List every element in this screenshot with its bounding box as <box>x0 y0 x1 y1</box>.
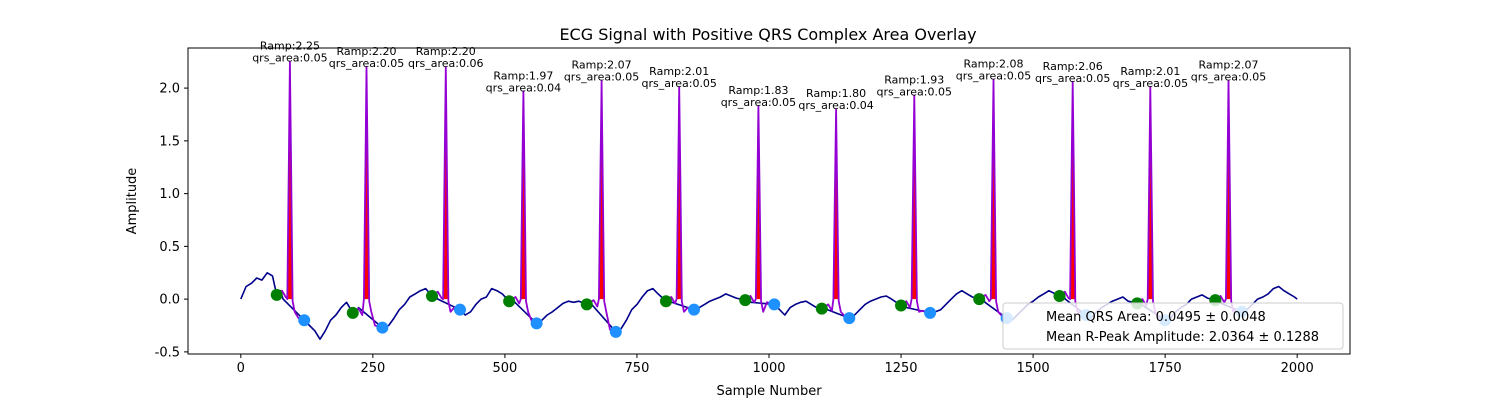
qrs-offset-marker <box>609 325 622 338</box>
qrs-onset-marker <box>503 295 516 308</box>
rpeak-amplitude-label: Ramp:2.01 <box>1120 65 1180 78</box>
rpeak-amplitude-label: Ramp:1.93 <box>884 73 944 86</box>
qrs-onset-marker <box>1053 289 1066 302</box>
rpeak-amplitude-label: Ramp:2.01 <box>649 65 709 78</box>
rpeak-amplitude-label: Ramp:1.80 <box>806 87 866 100</box>
qrs-offset-marker <box>924 306 937 319</box>
x-tick-label: 1000 <box>752 361 785 376</box>
qrs-area-label: qrs_area:0.05 <box>252 52 327 65</box>
qrs-area-label: qrs_area:0.05 <box>564 71 639 84</box>
qrs-segment-line <box>586 79 617 333</box>
legend-box <box>1002 302 1344 350</box>
plot-area: Ramp:2.25qrs_area:0.05Ramp:2.20qrs_area:… <box>240 40 1298 340</box>
qrs-offset-marker <box>376 321 389 334</box>
y-tick-label: 2.0 <box>159 82 180 97</box>
qrs-offset-marker <box>454 303 467 316</box>
y-tick-label: 0.5 <box>159 240 180 255</box>
qrs-onset-marker <box>895 299 908 312</box>
qrs-onset-marker <box>580 298 593 311</box>
qrs-area-label: qrs_area:0.05 <box>641 77 716 90</box>
qrs-area-label: qrs_area:0.05 <box>956 70 1031 83</box>
rpeak-amplitude-label: Ramp:2.06 <box>1043 60 1103 73</box>
qrs-segment-line <box>900 94 931 314</box>
qrs-onset-marker <box>346 306 359 319</box>
x-tick-label: 1500 <box>1017 361 1050 376</box>
rpeak-amplitude-label: Ramp:1.97 <box>493 69 553 82</box>
annotation-layer: Ramp:2.25qrs_area:0.05Ramp:2.20qrs_area:… <box>252 40 1266 112</box>
qrs-area-label: qrs_area:0.05 <box>1113 77 1188 90</box>
qrs-onset-marker <box>973 293 986 306</box>
qrs-segment-line <box>821 108 850 319</box>
x-tick-label: 2000 <box>1281 361 1314 376</box>
legend-entry-rpeak-amplitude: Mean R-Peak Amplitude: 2.0364 ± 0.1288 <box>1046 330 1319 345</box>
legend: Mean QRS Area: 0.0495 ± 0.0048 Mean R-Pe… <box>1002 302 1344 350</box>
qrs-segment-line <box>744 105 775 313</box>
y-tick-label: 1.5 <box>159 134 180 149</box>
qrs-area-label: qrs_area:0.05 <box>329 57 404 70</box>
marker-layer <box>270 60 1248 338</box>
rpeak-amplitude-label: Ramp:2.07 <box>572 59 632 72</box>
qrs-onset-marker <box>660 295 673 308</box>
x-tick-label: 750 <box>625 361 650 376</box>
qrs-segment-line <box>665 86 695 313</box>
y-axis-title: Amplitude <box>125 168 140 235</box>
x-tick-label: 500 <box>492 361 517 376</box>
qrs-offset-marker <box>687 303 700 316</box>
rpeak-amplitude-label: Ramp:2.07 <box>1198 59 1258 72</box>
chart-title: ECG Signal with Positive QRS Complex Are… <box>559 25 976 44</box>
qrs-segment-line <box>276 60 305 322</box>
x-tick-label: 1250 <box>884 361 917 376</box>
qrs-offset-marker <box>530 317 543 330</box>
x-tick-label: 250 <box>360 361 385 376</box>
y-tick-label: -0.5 <box>155 345 180 360</box>
qrs-onset-marker <box>426 289 439 302</box>
qrs-area-label: qrs_area:0.05 <box>877 85 952 98</box>
qrs-area-label: qrs_area:0.04 <box>798 99 873 112</box>
qrs-onset-marker <box>270 288 283 301</box>
qrs-offset-marker <box>768 298 781 311</box>
x-tick-label: 0 <box>237 361 245 376</box>
qrs-area-label: qrs_area:0.05 <box>721 96 796 109</box>
rpeak-amplitude-label: Ramp:2.25 <box>260 40 320 53</box>
qrs-segment-line <box>978 78 1008 319</box>
rpeak-amplitude-label: Ramp:1.83 <box>728 84 788 97</box>
qrs-segment-line <box>508 90 537 325</box>
qrs-area-label: qrs_area:0.04 <box>486 81 561 94</box>
x-tick-label: 1750 <box>1149 361 1182 376</box>
y-axis-ticks: -0.5 0.0 0.5 1.0 1.5 2.0 <box>155 82 188 360</box>
qrs-offset-marker <box>298 314 311 327</box>
qrs-area-label: qrs_area:0.06 <box>408 57 483 70</box>
y-tick-label: 0.0 <box>159 293 180 308</box>
qrs-segment-line <box>352 66 383 329</box>
legend-entry-qrs-area: Mean QRS Area: 0.0495 ± 0.0048 <box>1046 310 1266 325</box>
rpeak-amplitude-label: Ramp:2.08 <box>963 58 1023 71</box>
x-axis-title: Sample Number <box>716 384 822 399</box>
qrs-onset-marker <box>739 294 752 307</box>
x-axis-ticks: 0 250 500 750 1000 1250 1500 1750 2000 <box>237 354 1314 376</box>
qrs-segment-line <box>431 66 461 313</box>
y-tick-label: 1.0 <box>159 187 180 202</box>
qrs-area-label: qrs_area:0.05 <box>1191 71 1266 84</box>
qrs-area-label: qrs_area:0.05 <box>1035 72 1110 85</box>
qrs-onset-marker <box>815 302 828 315</box>
qrs-offset-marker <box>843 312 856 325</box>
